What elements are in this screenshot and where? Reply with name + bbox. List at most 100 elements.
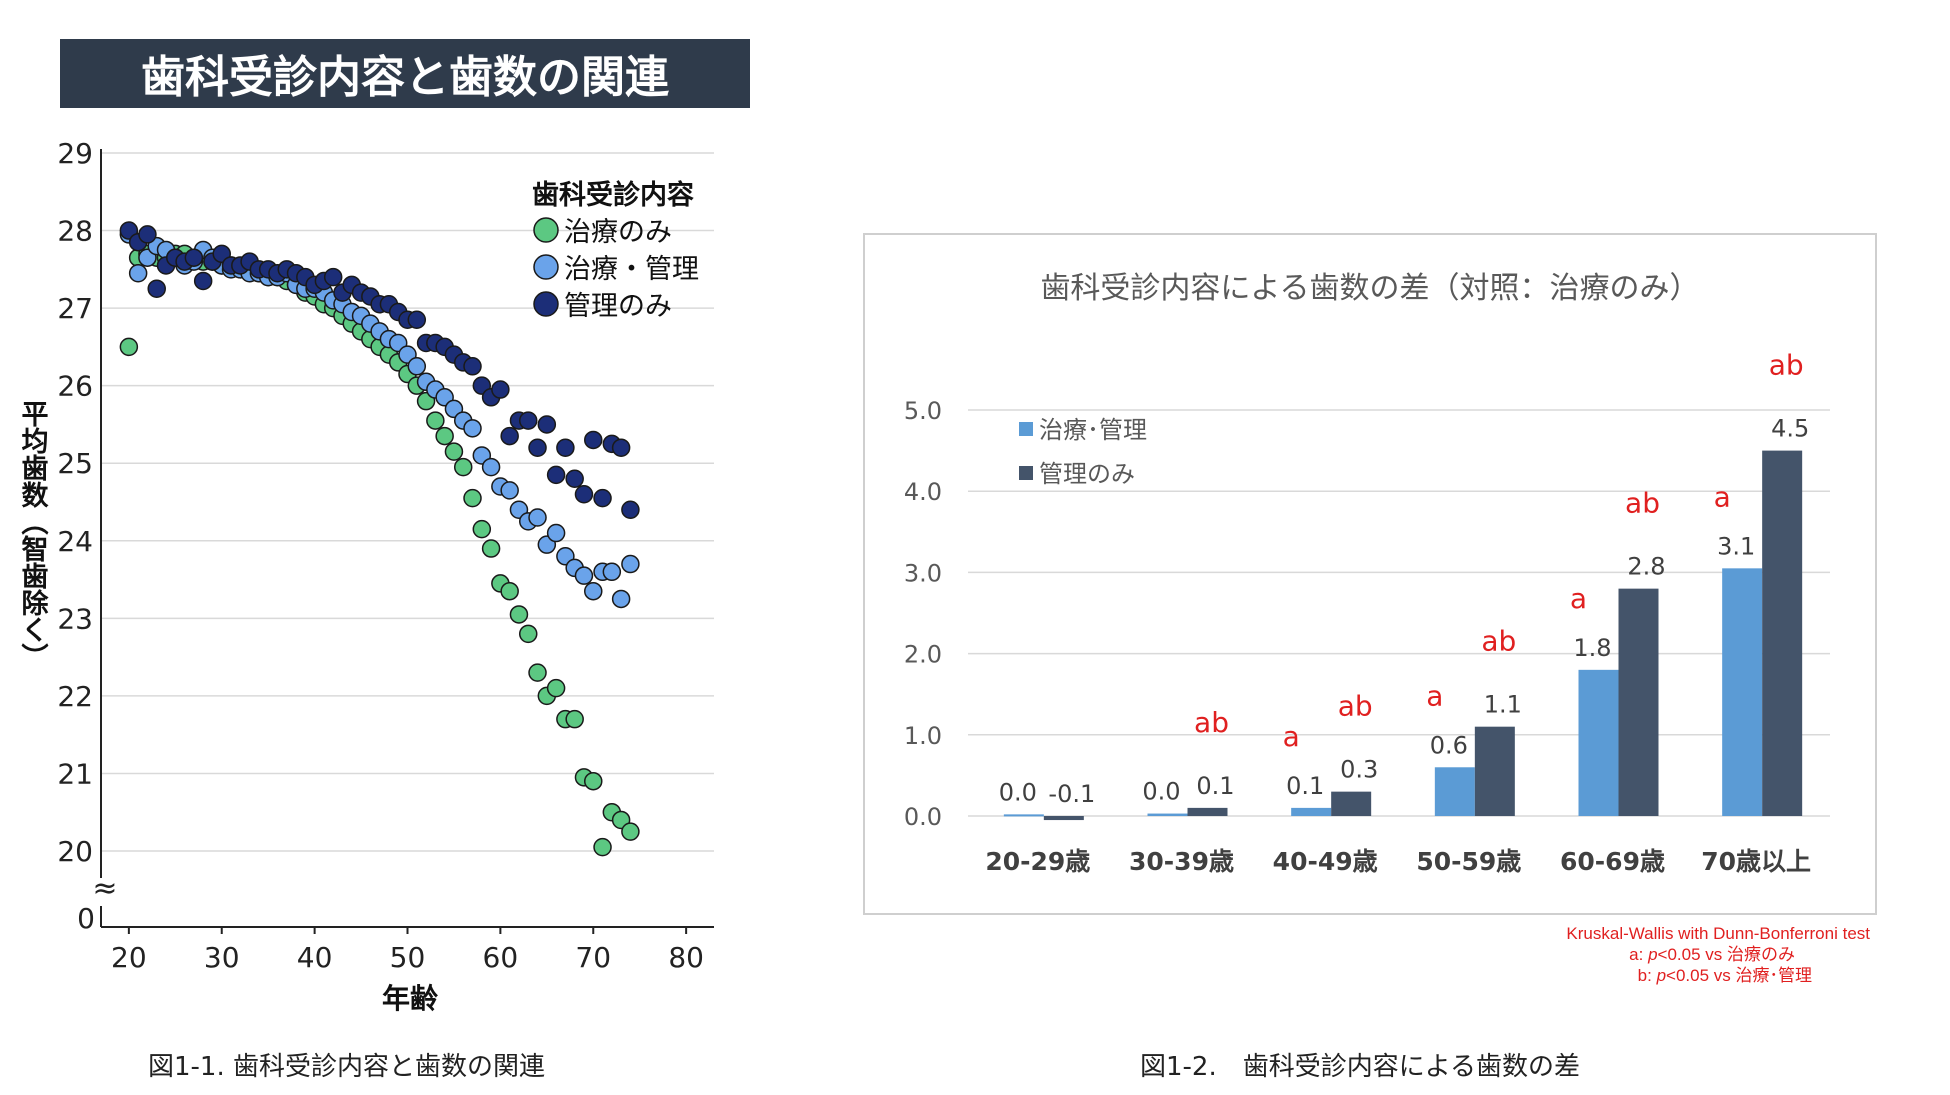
scatter-point-series-2 (574, 566, 594, 585)
scatter-x-tick: 80 (668, 941, 704, 974)
scatter-point-series-1 (500, 581, 519, 601)
significance-label: a (1283, 720, 1300, 753)
scatter-x-tick: 30 (204, 941, 240, 974)
bar-series-1 (1578, 669, 1619, 816)
legend-marker (533, 217, 559, 243)
scatter-point-series-3 (537, 415, 557, 434)
bar-significance-labels: ab a ab a ab a ab a ab (1194, 349, 1804, 753)
legend-label: 治療・管理 (564, 254, 699, 285)
scatter-y-tick: 21 (57, 757, 93, 790)
scatter-point-series-1 (528, 663, 547, 682)
bar-data-label: 1.1 (1484, 691, 1522, 719)
scatter-point-series-1 (509, 605, 529, 624)
bar-gridlines (968, 409, 1830, 817)
significance-label: ab (1481, 625, 1516, 658)
scatter-point-series-3 (556, 438, 575, 457)
scatter-point-series-3 (184, 248, 204, 267)
legend-title: 歯科受診内容 (532, 179, 694, 211)
scatter-point-series-3 (518, 411, 538, 430)
scatter-point-series-1 (453, 457, 473, 477)
scatter-point-series-3 (138, 225, 157, 244)
bar-y-tick: 4.0 (904, 478, 942, 506)
scatter-point-series-2 (128, 263, 148, 283)
scatter-point-series-2 (463, 419, 482, 438)
scatter-x-tick-labels: 20 30 40 50 60 70 80 (111, 941, 704, 974)
scatter-x-tick: 70 (575, 941, 611, 974)
stats-note: Kruskal-Wallis with Dunn-Bonferroni test… (1566, 924, 1870, 985)
bar-category-label: 70歳以上 (1701, 847, 1811, 876)
bar-category-labels: 20-29歳 30-39歳 40-49歳 50-59歳 60-69歳 70歳以上 (985, 847, 1811, 876)
scatter-point-series-1 (426, 411, 445, 430)
scatter-x-tick: 50 (390, 941, 426, 974)
significance-label: a (1714, 480, 1731, 513)
significance-label: ab (1194, 706, 1229, 739)
axis-break-symbol: ≈ (92, 871, 117, 906)
bar-category-label: 40-49歳 (1273, 847, 1378, 876)
banner-background (60, 39, 750, 108)
stats-note-line1: Kruskal-Wallis with Dunn-Bonferroni test (1566, 924, 1870, 943)
legend-label: 治療のみ (564, 217, 672, 248)
scatter-y-tick: 28 (57, 215, 93, 248)
bar-data-label: 0.1 (1196, 772, 1234, 800)
bar-y-tick: 5.0 (904, 397, 942, 425)
bar-series-2 (1043, 816, 1084, 821)
scatter-y-axis-label: 平均歯数（智歯除く） (17, 400, 49, 670)
scatter-y-tick: 23 (57, 602, 93, 635)
scatter-point-series-2 (546, 523, 566, 543)
scatter-point-series-3 (584, 430, 603, 450)
scatter-y-tick: 24 (57, 525, 93, 558)
bar-series-2 (1618, 588, 1659, 816)
bar-y-tick: 3.0 (904, 559, 942, 587)
bar-series-1 (1147, 813, 1188, 816)
scatter-x-tick: 20 (111, 941, 147, 974)
scatter-point-series-2 (602, 562, 622, 582)
figure-2: 歯科受診内容による歯数の差（対照：治療のみ） 0.0 1.0 2.0 3.0 4.0 5.… (863, 233, 1877, 1082)
bar-data-label: 2.8 (1627, 553, 1665, 581)
scatter-point-series-1 (584, 771, 603, 791)
bar-series-2 (1187, 807, 1228, 816)
scatter-axis-break-label: 0 (77, 902, 95, 935)
scatter-points (119, 221, 640, 857)
legend-marker (533, 291, 559, 317)
figure-1: 歯科受診内容と歯数の関連 20 21 22 23 24 25 26 27 28 29 20 30 40… (17, 39, 750, 1082)
significance-label: ab (1769, 349, 1804, 382)
bar-series-1 (1003, 814, 1044, 817)
scatter-x-tick: 60 (483, 941, 519, 974)
bar-legend-label: 治療･管理 (1039, 416, 1147, 444)
scatter-point-series-1 (472, 519, 492, 539)
scatter-point-series-3 (463, 357, 482, 376)
bar-series-2 (1762, 450, 1803, 816)
bar-y-tick: 0.0 (904, 803, 942, 831)
bar-legend-label: 管理のみ (1039, 460, 1135, 488)
scatter-point-series-2 (611, 589, 631, 609)
scatter-point-series-1 (518, 624, 538, 644)
bar-legend-swatch (1019, 466, 1033, 480)
scatter-y-tick: 20 (57, 835, 93, 868)
scatter-point-series-1 (463, 488, 482, 508)
scatter-point-series-3 (593, 488, 612, 508)
bar-data-label: 0.0 (1142, 778, 1180, 806)
bar-category-label: 30-39歳 (1129, 847, 1234, 876)
scatter-point-series-2 (528, 508, 547, 527)
bar-series-2 (1331, 791, 1372, 816)
scatter-point-series-3 (147, 279, 166, 298)
bar-y-tick: 2.0 (904, 641, 942, 669)
scatter-point-series-2 (584, 581, 603, 601)
bar-category-label: 60-69歳 (1560, 847, 1665, 876)
scatter-y-tick-labels: 20 21 22 23 24 25 26 27 28 29 (57, 137, 93, 868)
scatter-point-series-1 (621, 822, 640, 841)
scatter-y-tick: 25 (57, 447, 93, 480)
legend-label: 管理のみ (564, 291, 672, 322)
scatter-point-series-3 (565, 469, 584, 488)
bar-data-labels: 0.0 -0.1 0.0 0.1 0.1 0.3 0.6 1.1 1.8 2.8 3.1 4.5 (999, 415, 1810, 808)
bar-series-2 (1474, 726, 1515, 816)
scatter-point-series-1 (444, 442, 464, 461)
scatter-y-tick: 26 (57, 370, 93, 403)
scatter-point-series-1 (119, 337, 139, 357)
bar-data-label: -0.1 (1048, 780, 1095, 808)
scatter-point-series-1 (435, 426, 454, 446)
scatter-x-tick: 40 (297, 941, 333, 974)
scatter-point-series-2 (621, 554, 640, 574)
significance-label: ab (1625, 487, 1660, 520)
